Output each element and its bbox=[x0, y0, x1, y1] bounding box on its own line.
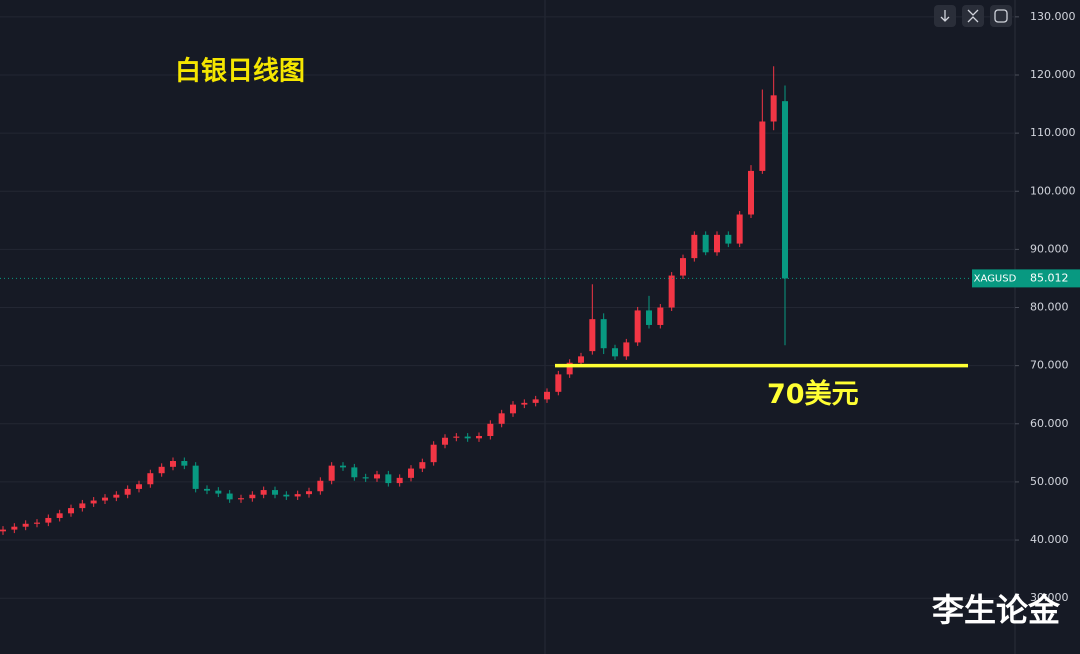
chart-title: 白银日线图 bbox=[175, 56, 305, 87]
y-tick-label: 40.000 bbox=[1030, 533, 1069, 546]
candle-body bbox=[589, 319, 596, 352]
candle-body bbox=[260, 490, 267, 495]
candle-body bbox=[680, 258, 686, 276]
candle-body bbox=[226, 493, 233, 500]
candle-body bbox=[306, 491, 312, 495]
candle-body bbox=[532, 399, 539, 403]
candle-body bbox=[102, 497, 108, 501]
candle-body bbox=[317, 480, 324, 492]
candle-body bbox=[544, 391, 550, 400]
candle-body bbox=[555, 374, 562, 392]
candle-body bbox=[476, 436, 482, 439]
candle-body bbox=[464, 436, 471, 439]
candle-body bbox=[45, 517, 52, 523]
candle-body bbox=[79, 503, 86, 509]
candle-body bbox=[419, 462, 426, 469]
candle-body bbox=[566, 362, 573, 375]
candle-body bbox=[204, 488, 210, 491]
candle-body bbox=[736, 214, 743, 244]
candle-body bbox=[408, 468, 414, 478]
candle-body bbox=[113, 494, 120, 498]
candle-body bbox=[249, 494, 256, 499]
candle-body bbox=[623, 342, 630, 357]
candle-body bbox=[340, 465, 346, 468]
candle-body bbox=[759, 121, 766, 171]
candle-body bbox=[612, 348, 618, 357]
candle-body bbox=[646, 310, 652, 325]
candle-body bbox=[600, 319, 607, 349]
reset-scale-button[interactable] bbox=[962, 5, 984, 27]
refresh-button[interactable] bbox=[990, 5, 1012, 27]
scroll-down-button[interactable] bbox=[934, 5, 956, 27]
y-tick-label: 90.000 bbox=[1030, 242, 1069, 255]
y-tick-label: 30.000 bbox=[1030, 591, 1069, 604]
candle-body bbox=[272, 490, 278, 495]
candle-body bbox=[170, 460, 176, 467]
candle-body bbox=[487, 423, 494, 436]
last-price-label: 85.012 bbox=[1030, 271, 1069, 284]
candle-body bbox=[34, 522, 40, 524]
candle-body bbox=[668, 275, 675, 308]
watermark: 李生论金 bbox=[932, 591, 1061, 629]
candle-body bbox=[147, 473, 154, 485]
candle-body bbox=[782, 101, 788, 279]
candles bbox=[0, 66, 788, 535]
candle-body bbox=[453, 436, 460, 438]
candle-body bbox=[498, 413, 505, 424]
symbol-tag bbox=[972, 269, 1018, 288]
candle-body bbox=[351, 467, 358, 478]
candle-body bbox=[192, 465, 199, 489]
y-tick-label: 130.000 bbox=[1030, 10, 1076, 23]
overlay: XAGUSD 85.012 70美元 bbox=[0, 269, 1080, 410]
candle-body bbox=[770, 95, 777, 122]
y-tick-label: 60.000 bbox=[1030, 417, 1069, 430]
y-tick-label: 110.000 bbox=[1030, 126, 1076, 139]
candle-body bbox=[442, 437, 448, 445]
candle-body bbox=[521, 402, 528, 405]
candle-body bbox=[136, 484, 142, 489]
candle-body bbox=[396, 477, 403, 484]
candle-body bbox=[657, 307, 664, 325]
candle-body bbox=[11, 526, 18, 530]
candle-body bbox=[215, 490, 222, 494]
candle-body bbox=[238, 498, 244, 500]
y-tick-label: 80.000 bbox=[1030, 301, 1069, 314]
candle-body bbox=[0, 529, 6, 532]
candle-body bbox=[22, 523, 29, 527]
candle-body bbox=[90, 500, 97, 504]
price-tag bbox=[1018, 269, 1080, 288]
candle-body bbox=[725, 234, 732, 244]
candle-body bbox=[181, 460, 188, 466]
support-label: 70美元 bbox=[767, 378, 859, 410]
candle-body bbox=[374, 474, 380, 479]
y-tick-label: 120.000 bbox=[1030, 68, 1076, 81]
candle-body bbox=[748, 170, 754, 215]
candle-body bbox=[510, 404, 516, 414]
candle-body bbox=[634, 310, 641, 343]
candle-body bbox=[56, 513, 63, 518]
candle-body bbox=[158, 466, 165, 474]
y-tick-label: 100.000 bbox=[1030, 184, 1076, 197]
candle-body bbox=[328, 465, 335, 481]
candle-body bbox=[124, 488, 131, 495]
candle-body bbox=[294, 494, 301, 497]
candle-body bbox=[702, 234, 709, 253]
candle-body bbox=[691, 234, 698, 259]
y-tick-label: 70.000 bbox=[1030, 359, 1069, 372]
candle-body bbox=[362, 477, 369, 479]
candle-body bbox=[283, 494, 290, 497]
candle-body bbox=[385, 474, 392, 484]
toolbar bbox=[934, 5, 1012, 27]
y-tick-label: 50.000 bbox=[1030, 475, 1069, 488]
candle-body bbox=[430, 444, 437, 463]
candle-body bbox=[714, 234, 720, 253]
symbol-label: XAGUSD bbox=[974, 273, 1017, 284]
candle-body bbox=[578, 356, 584, 363]
candle-body bbox=[68, 508, 74, 514]
